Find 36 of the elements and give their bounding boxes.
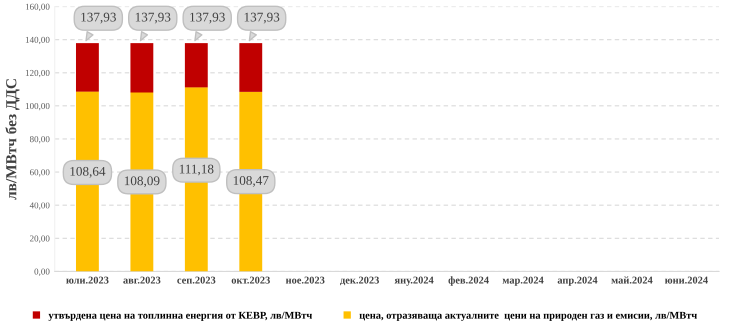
total-label: 137,93 xyxy=(244,12,280,24)
y-tick-label: 120,00 xyxy=(26,70,50,78)
y-axis-title: лв/МВтч без ДДС xyxy=(5,79,20,200)
y-tick-label: 20,00 xyxy=(30,235,50,243)
data-label: 111,18 xyxy=(180,164,214,176)
bar xyxy=(76,43,99,92)
legend-label: утвърдена цена на топлинна енергия от КЕВР, лв/МВтч xyxy=(48,312,312,321)
x-tick-label: дек.2023 xyxy=(340,276,379,286)
x-tick-label: ное.2023 xyxy=(286,276,324,284)
total-label: 137,93 xyxy=(81,12,116,24)
bar xyxy=(184,43,208,88)
x-tick-label: авг.2023 xyxy=(123,276,160,284)
y-tick-label: 0,00 xyxy=(34,268,50,276)
y-tick-label: 80,00 xyxy=(30,136,50,144)
x-tick-label: юли.2023 xyxy=(66,276,109,284)
x-tick-label: апр.2024 xyxy=(558,276,598,286)
data-label: 108,09 xyxy=(124,176,160,188)
x-tick-label: яну.2024 xyxy=(394,276,434,286)
x-tick-label: май.2024 xyxy=(611,276,653,284)
x-tick-label: мар.2024 xyxy=(502,276,544,286)
data-label: 108,64 xyxy=(70,166,106,178)
y-tick-label: 60,00 xyxy=(30,169,50,177)
bar xyxy=(239,43,262,92)
total-label: 137,93 xyxy=(136,12,170,24)
x-tick-label: сеп.2023 xyxy=(177,276,216,284)
total-label: 137,93 xyxy=(190,12,225,24)
legend-label: цена, отразяваща актуалните цени на природен газ и емисии, лв/МВтч xyxy=(359,312,697,321)
y-tick-label: 100,00 xyxy=(26,102,50,110)
x-tick-label: юни.2024 xyxy=(664,276,708,284)
y-tick-label: 160,00 xyxy=(26,4,50,12)
y-tick-label: 140,00 xyxy=(26,36,50,44)
y-tick-label: 40,00 xyxy=(30,202,50,210)
x-tick-label: фев.2024 xyxy=(448,276,489,286)
x-tick-label: окт.2023 xyxy=(232,276,270,284)
data-label: 108,47 xyxy=(234,176,269,187)
bar xyxy=(130,43,154,92)
